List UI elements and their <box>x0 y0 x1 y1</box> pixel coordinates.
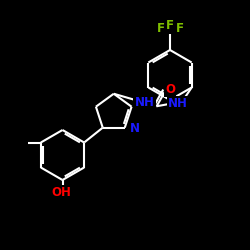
Text: F: F <box>156 22 164 35</box>
Text: O: O <box>165 83 175 96</box>
Text: OH: OH <box>51 186 71 200</box>
Text: N: N <box>130 122 140 136</box>
Text: F: F <box>176 22 184 35</box>
Text: NH: NH <box>135 96 154 110</box>
Text: NH: NH <box>168 97 188 110</box>
Text: F: F <box>166 19 174 32</box>
